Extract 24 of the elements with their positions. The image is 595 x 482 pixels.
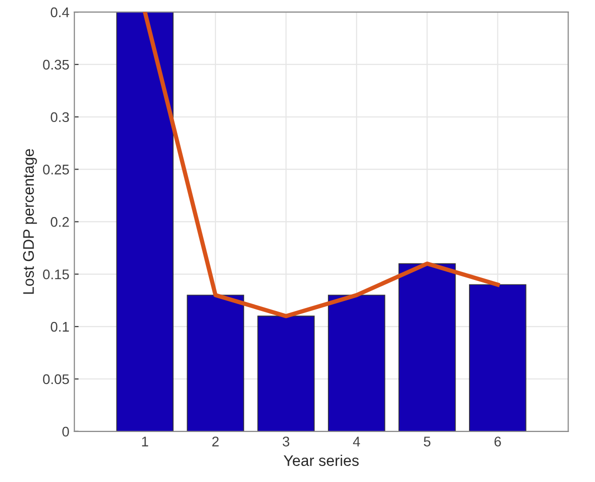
y-tick-label: 0.15 [43, 269, 69, 280]
y-axis-title: Lost GDP percentage [23, 149, 37, 294]
y-tick-label: 0.35 [43, 60, 69, 70]
x-tick-label: 5 [424, 436, 430, 446]
y-tick-label: 0.1 [50, 322, 69, 332]
x-tick-label: 1 [142, 436, 148, 446]
x-tick-label: 4 [353, 436, 360, 446]
x-axis-title: Year series [284, 454, 359, 466]
bar [398, 263, 456, 432]
bar [257, 316, 315, 432]
x-tick-label: 6 [494, 436, 501, 446]
bar [116, 12, 174, 432]
line-series [142, 12, 500, 318]
y-tick-label: 0 [62, 426, 69, 437]
bar [186, 294, 244, 432]
x-tick-label: 3 [282, 436, 290, 446]
y-tick-label: 0.3 [50, 112, 69, 122]
bar [328, 294, 386, 432]
bar [469, 284, 526, 432]
y-tick-label: 0.25 [43, 164, 69, 174]
y-tick-label: 0.05 [43, 374, 69, 384]
y-tick-label: 0.4 [50, 7, 70, 18]
x-tick-label: 2 [212, 436, 219, 446]
y-tick-label: 0.2 [50, 217, 69, 227]
